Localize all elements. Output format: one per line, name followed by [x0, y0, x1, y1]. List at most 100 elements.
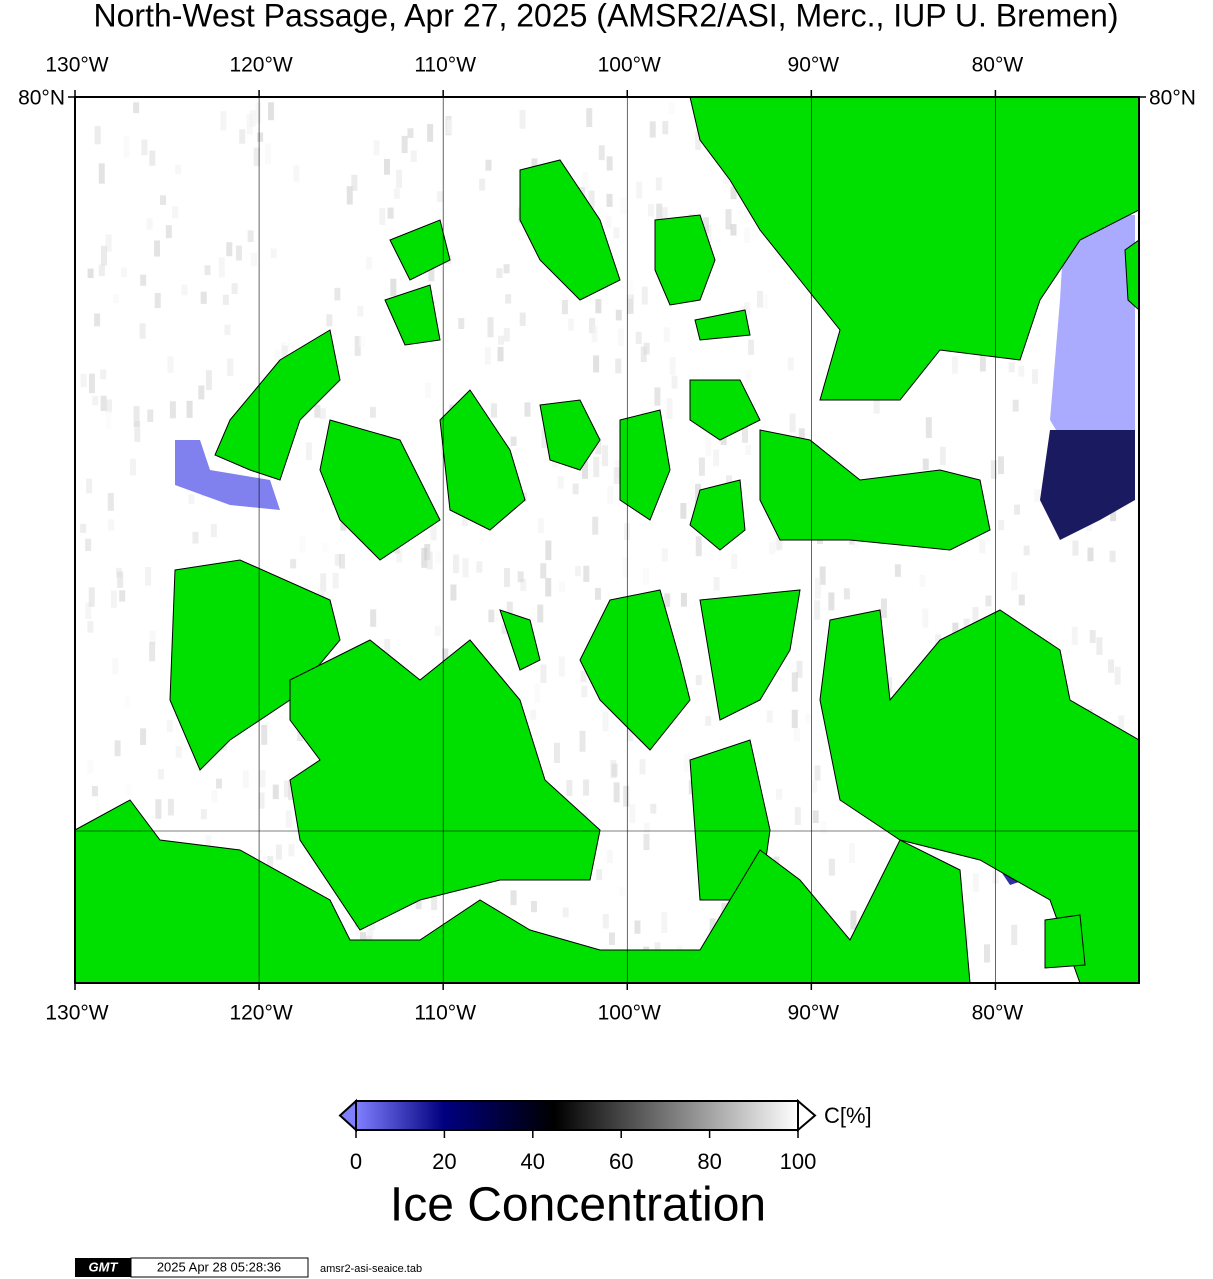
lon-label: 110°W: [414, 1002, 476, 1025]
ice-texture: [393, 188, 400, 199]
ice-texture: [925, 417, 932, 439]
ice-texture: [367, 928, 374, 941]
lon-label: 100°W: [598, 1002, 661, 1025]
ice-texture: [322, 543, 329, 553]
ice-texture: [130, 458, 137, 476]
ice-texture: [680, 502, 687, 519]
ice-texture: [92, 396, 99, 406]
lon-label: 90°W: [788, 54, 840, 77]
ice-texture: [503, 567, 510, 587]
ice-texture: [272, 784, 279, 800]
title: North-West Passage, Apr 27, 2025 (AMSR2/…: [94, 0, 1119, 33]
ice-texture: [281, 345, 288, 361]
timestamp: 2025 Apr 28 05:28:36: [157, 1259, 281, 1274]
ice-texture: [149, 641, 156, 662]
ice-texture: [149, 630, 156, 645]
ice-texture: [497, 346, 504, 362]
ice-texture: [562, 907, 569, 918]
ice-texture: [627, 294, 634, 314]
ice-texture: [568, 318, 575, 331]
land: [699, 589, 801, 721]
ice-texture: [200, 291, 207, 304]
ice-texture: [595, 299, 602, 314]
ice-texture: [742, 422, 749, 443]
ice-texture: [334, 287, 341, 301]
ice-texture: [396, 169, 403, 189]
ice-texture: [662, 120, 669, 135]
ice-texture: [725, 209, 732, 230]
ice-texture: [661, 207, 668, 224]
ice-texture: [407, 128, 414, 138]
ice-texture: [94, 313, 101, 327]
ice-texture: [1014, 504, 1021, 515]
ice-texture: [319, 408, 326, 420]
ice-texture: [133, 406, 140, 427]
ice-texture: [664, 593, 671, 608]
lon-label: 80°W: [972, 1002, 1024, 1025]
ice-texture: [524, 402, 531, 417]
ice-texture: [1012, 399, 1019, 412]
ice-texture: [613, 227, 620, 239]
ice-texture: [636, 181, 643, 199]
ice-texture: [1089, 629, 1096, 644]
ice-texture: [583, 565, 590, 582]
land: [1044, 914, 1086, 969]
ice-texture: [581, 460, 588, 479]
ice-texture: [255, 102, 262, 124]
ice-texture: [205, 835, 212, 854]
ice-texture: [599, 602, 606, 618]
ice-texture: [491, 403, 498, 418]
ice-texture: [713, 576, 720, 591]
ice-texture: [649, 121, 656, 138]
ice-texture: [579, 730, 586, 752]
lon-label: 80°W: [972, 54, 1024, 77]
ice-texture: [88, 373, 95, 394]
ice-texture: [530, 900, 537, 913]
land: [689, 97, 1139, 401]
ice-texture: [815, 577, 822, 599]
ice-texture: [485, 159, 492, 171]
ice-texture: [390, 278, 397, 296]
ice-texture: [520, 578, 527, 592]
ice-texture: [384, 638, 391, 654]
ice-texture: [1071, 626, 1078, 645]
ice-texture: [181, 284, 188, 296]
ice-texture: [284, 780, 291, 798]
ice-texture: [426, 551, 433, 570]
ice-texture: [370, 609, 377, 627]
ice-texture: [623, 785, 630, 807]
ice-texture: [1114, 666, 1121, 685]
ice-texture: [100, 369, 107, 380]
ice-texture: [713, 449, 720, 467]
ice-texture: [635, 331, 642, 345]
ice-texture: [85, 602, 92, 620]
ice-texture: [267, 856, 274, 871]
ice-texture: [120, 267, 127, 278]
ice-texture: [446, 119, 453, 134]
ice-texture: [695, 536, 702, 557]
ice-texture: [247, 230, 254, 243]
ice-texture: [189, 561, 196, 571]
ice-texture: [257, 132, 264, 142]
ice-texture: [598, 145, 605, 161]
ice-texture: [369, 406, 376, 418]
ice-texture: [506, 601, 513, 616]
land: [384, 284, 441, 346]
ice-texture: [744, 227, 751, 243]
ice-texture: [431, 892, 438, 911]
ice-texture: [850, 910, 857, 930]
ice-texture: [620, 197, 627, 215]
ice-texture: [86, 478, 93, 494]
ice-texture: [776, 788, 783, 800]
ice-texture: [270, 248, 277, 259]
ice-texture: [745, 444, 752, 455]
ice-texture: [235, 245, 242, 261]
ice-texture: [634, 920, 641, 934]
ice-texture: [611, 763, 618, 777]
ice-texture: [346, 186, 353, 205]
ice-texture: [114, 740, 121, 757]
ice-texture: [1087, 547, 1094, 562]
ice-texture: [972, 873, 979, 892]
ice-texture: [730, 186, 737, 200]
logo: GMT: [89, 1259, 119, 1274]
